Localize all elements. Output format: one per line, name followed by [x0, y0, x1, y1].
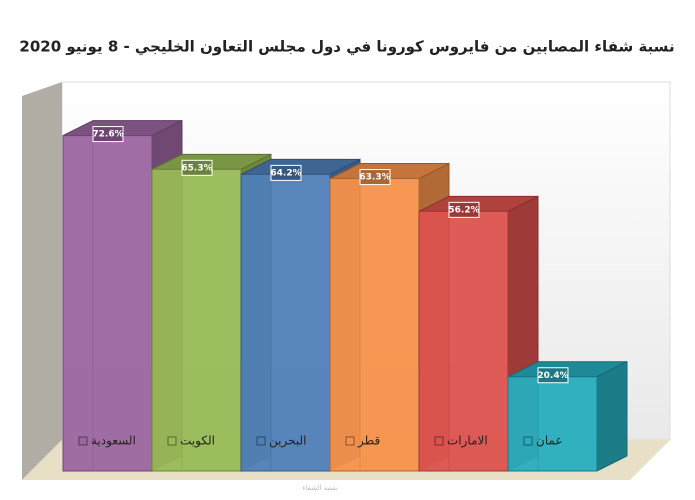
- value-label: 64.2%: [270, 168, 301, 178]
- bar: [329, 178, 420, 472]
- value-label: 20.4%: [537, 371, 568, 381]
- value-label: 56.2%: [448, 205, 479, 215]
- x-axis-title: نسبة الشفاء: [302, 484, 338, 492]
- value-label: 63.3%: [359, 173, 390, 183]
- legend-label: عمان: [536, 434, 563, 448]
- legend-swatch: [523, 436, 533, 446]
- legend-swatch: [167, 436, 177, 446]
- side-wall: [22, 82, 62, 480]
- legend-swatch: [256, 436, 266, 446]
- bar: [418, 210, 509, 472]
- value-label-box: [92, 126, 124, 143]
- legend-label: الكويت: [180, 434, 215, 449]
- bar: [62, 135, 153, 472]
- legend-label: قطر: [357, 434, 380, 449]
- value-label: 65.3%: [181, 163, 212, 173]
- legend-swatch: [434, 436, 444, 446]
- value-label-box: [359, 169, 391, 186]
- value-label-box: [181, 159, 213, 176]
- value-label-box: [448, 201, 480, 218]
- legend-label: الامارات: [447, 434, 488, 449]
- bar: [240, 173, 331, 472]
- legend-label: السعودية: [91, 434, 136, 449]
- legend-label: البحرين: [269, 434, 306, 449]
- bar: [507, 376, 598, 472]
- legend-swatch: [78, 436, 88, 446]
- value-label: 72.6%: [92, 130, 123, 140]
- legend-swatch: [345, 436, 355, 446]
- value-label-box: [537, 367, 569, 384]
- bar-side: [596, 360, 628, 472]
- bar: [151, 168, 242, 472]
- chart-title: نسبة شفاء المصابين من فايروس كورونا في د…: [19, 38, 674, 56]
- value-label-box: [270, 164, 302, 181]
